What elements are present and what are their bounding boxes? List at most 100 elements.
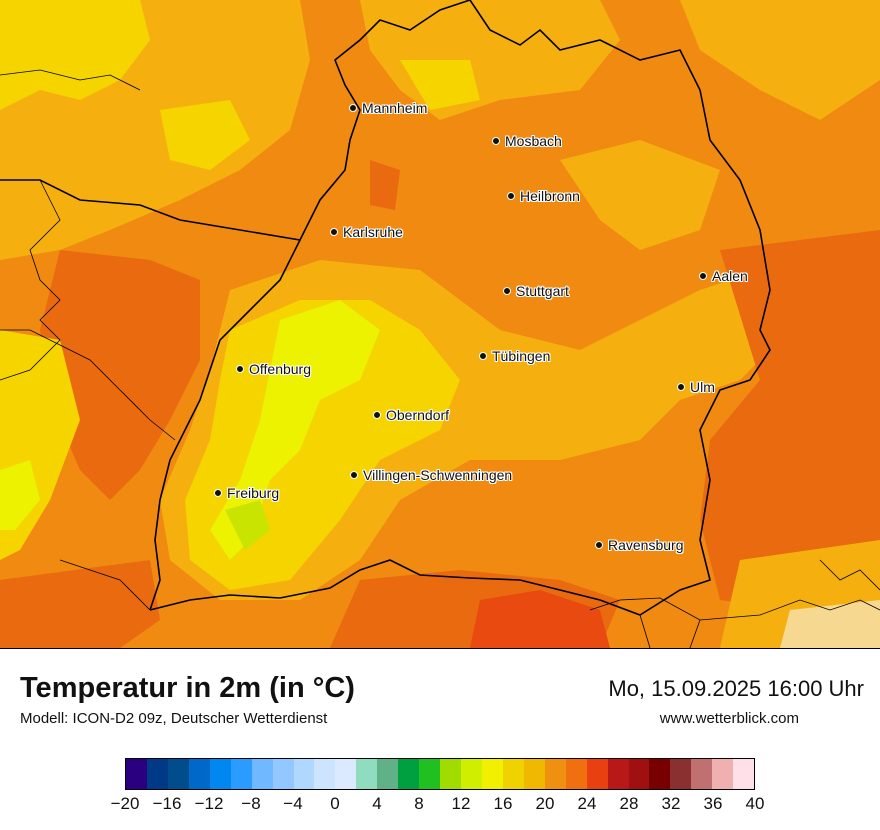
legend-tick-label: −4 <box>283 794 303 813</box>
temp-area-n-yellow-2 <box>400 60 480 110</box>
temp-area-central-dark <box>370 160 400 210</box>
legend-color-segment <box>251 759 273 789</box>
city-marker: Aalen <box>699 268 748 284</box>
temp-area-sw-dark <box>0 560 160 648</box>
city-label: Karlsruhe <box>343 224 403 240</box>
city-marker: Ulm <box>677 379 715 395</box>
legend-color-segment <box>691 759 713 789</box>
city-marker: Mannheim <box>349 100 427 116</box>
legend-color-segment <box>230 759 252 789</box>
legend-tick-label: 12 <box>451 794 471 813</box>
legend-color-segment <box>607 759 629 789</box>
temp-area-east-light <box>560 140 720 250</box>
city-dot-icon <box>492 137 500 145</box>
model-info: Modell: ICON-D2 09z, Deutscher Wetterdie… <box>20 710 328 727</box>
legend-tick-label: 32 <box>661 794 681 813</box>
legend-color-segment <box>146 759 168 789</box>
forecast-datetime: Mo, 15.09.2025 16:00 Uhr <box>608 676 864 701</box>
legend-color-segment <box>188 759 210 789</box>
city-label: Stuttgart <box>516 283 569 299</box>
legend-color-segment <box>293 759 315 789</box>
temp-area-black-forest-green <box>225 500 270 550</box>
legend-color-segment <box>356 759 378 789</box>
city-dot-icon <box>479 352 487 360</box>
legend-ticks: −20 −16 −12 −8 −4 0 4 8 12 16 20 24 28 32 36 40 <box>111 794 765 818</box>
legend-tick-label: 40 <box>745 794 765 813</box>
legend-color-segment <box>586 759 608 789</box>
temp-area-east-dark <box>700 230 880 610</box>
map-title: Temperatur in 2m (in °C) <box>20 672 355 704</box>
legend-color-segment <box>209 759 231 789</box>
legend-tick-label: −12 <box>194 794 224 813</box>
legend-tick-label: 28 <box>619 794 639 813</box>
legend-color-segment <box>419 759 441 789</box>
temp-area-nw-yellow <box>0 0 150 110</box>
city-dot-icon <box>349 104 357 112</box>
city-label: Aalen <box>712 268 748 284</box>
legend-tick-label: 24 <box>577 794 597 813</box>
legend-color-segment <box>712 759 734 789</box>
city-marker: Tübingen <box>479 348 550 364</box>
legend-color-segment <box>126 759 147 789</box>
legend-color-segment <box>377 759 399 789</box>
city-dot-icon <box>595 541 603 549</box>
city-label: Villingen-Schwenningen <box>363 467 513 483</box>
legend-tick-label: 20 <box>535 794 555 813</box>
legend-color-segment <box>670 759 692 789</box>
city-dot-icon <box>699 272 707 280</box>
city-marker: Heilbronn <box>507 188 580 204</box>
city-label: Oberndorf <box>386 407 450 423</box>
temp-area-south-red <box>470 590 610 648</box>
city-label: Ulm <box>690 379 715 395</box>
legend-color-segment <box>272 759 294 789</box>
legend-color-segment <box>461 759 482 789</box>
city-marker: Mosbach <box>492 133 562 149</box>
city-label: Mannheim <box>362 100 428 116</box>
city-dot-icon <box>350 471 358 479</box>
city-label: Offenburg <box>249 361 312 377</box>
city-marker: Karlsruhe <box>330 224 403 240</box>
legend-tick-label: −20 <box>110 794 140 813</box>
temp-area-n-yellow <box>160 100 250 170</box>
temp-area-rhine-west <box>40 250 200 500</box>
temp-area-se-pale <box>780 600 880 648</box>
legend-tick-label: −8 <box>241 794 261 813</box>
legend-tick-label: 16 <box>493 794 513 813</box>
city-marker: Oberndorf <box>373 407 449 423</box>
legend-color-segment <box>733 759 755 789</box>
city-dot-icon <box>236 365 244 373</box>
legend-tick-label: 8 <box>414 794 424 813</box>
temp-area-black-forest-bright <box>210 300 380 560</box>
temperature-map: Mannheim Mosbach Heilbronn Karlsruhe Aalen St… <box>0 0 880 649</box>
legend-color-segment <box>440 759 461 789</box>
city-dot-icon <box>330 228 338 236</box>
legend-color-segment <box>628 759 650 789</box>
legend-tick-label: −16 <box>152 794 182 813</box>
temperature-legend <box>125 758 755 790</box>
map-canvas <box>0 0 880 648</box>
legend-color-segment <box>544 759 566 789</box>
city-marker: Offenburg <box>236 361 311 377</box>
temp-area-ne-light <box>680 0 880 120</box>
state-borders <box>0 0 771 616</box>
legend-color-segment <box>649 759 671 789</box>
city-marker: Ravensburg <box>595 537 684 553</box>
legend-color-segment <box>565 759 587 789</box>
city-dot-icon <box>503 287 511 295</box>
legend-color-segment <box>523 759 545 789</box>
city-marker: Freiburg <box>214 485 279 501</box>
legend-color-segment <box>167 759 189 789</box>
legend-color-segment <box>335 759 357 789</box>
city-dot-icon <box>507 192 515 200</box>
city-dot-icon <box>677 383 685 391</box>
city-label: Ravensburg <box>608 537 684 553</box>
legend-tick-label: 36 <box>703 794 723 813</box>
legend-color-segment <box>398 759 420 789</box>
city-label: Mosbach <box>505 133 562 149</box>
city-label: Freiburg <box>227 485 280 501</box>
source-url[interactable]: www.wetterblick.com <box>659 710 799 727</box>
city-marker: Stuttgart <box>503 283 569 299</box>
city-dot-icon <box>373 411 381 419</box>
temp-area-west-bright <box>0 460 40 530</box>
city-dot-icon <box>214 489 222 497</box>
